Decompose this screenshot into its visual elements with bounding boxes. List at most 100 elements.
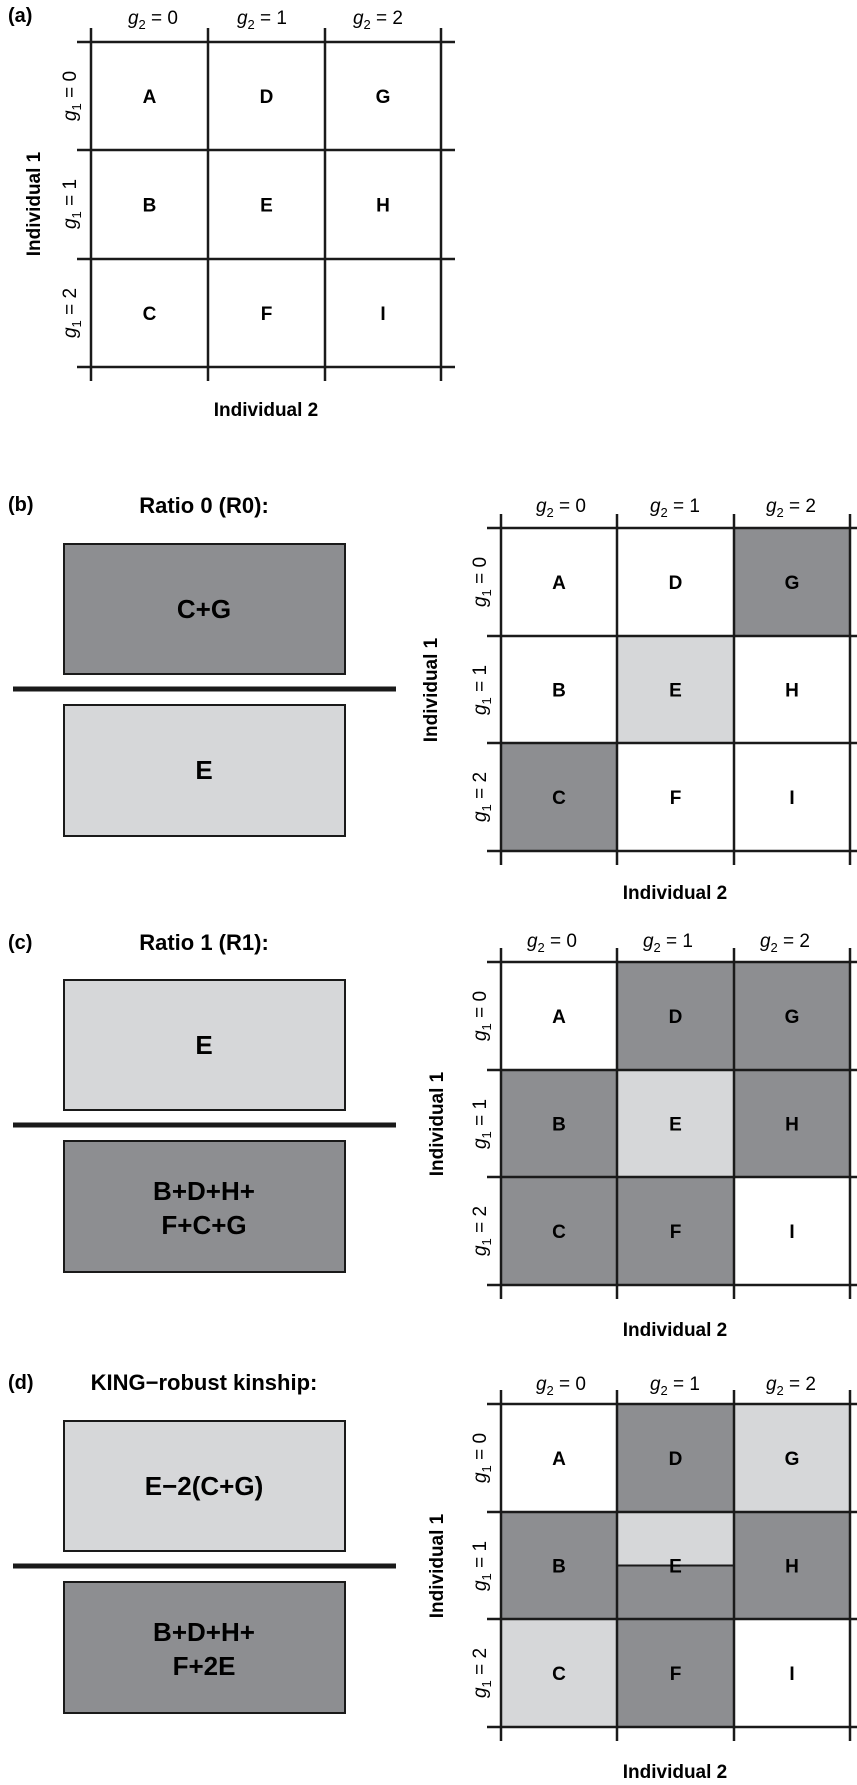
panel-d-denominator-line1: B+D+H+ xyxy=(153,1617,255,1647)
a-cell-letter-0-2: G xyxy=(376,87,391,108)
panel-d-col-axis-label: Individual 2 xyxy=(623,1762,728,1783)
c-cell-1-1 xyxy=(617,1070,734,1177)
panel-d-col-header-1: g2 = 1 xyxy=(650,1374,700,1398)
panel-b-row-axis-label: Individual 1 xyxy=(421,637,442,742)
panel-d-numerator-box xyxy=(63,1420,346,1552)
panel-a-row-header-1: g1 = 1 xyxy=(60,179,84,229)
b-cell-letter-0-2: G xyxy=(785,573,800,594)
a-cell-letter-0-0: A xyxy=(143,87,157,108)
d-cell-letter-1-1: E xyxy=(669,1557,682,1578)
panel-a-col-header-0: g2 = 0 xyxy=(128,8,178,32)
d-cell-0-1 xyxy=(617,1404,734,1512)
c-cell-letter-0-0: A xyxy=(552,1007,566,1028)
a-cell-0-2 xyxy=(325,42,441,150)
a-cell-1-2 xyxy=(325,150,441,259)
panel-b-numerator: C+G xyxy=(177,594,231,624)
panel-a-col-header-1: g2 = 1 xyxy=(237,8,287,32)
panel-a-row-axis-label: Individual 1 xyxy=(24,151,45,256)
a-cell-letter-1-1: E xyxy=(260,196,273,217)
panel-d-numerator: E−2(C+G) xyxy=(145,1471,264,1501)
panel-c-col-header-2: g2 = 2 xyxy=(760,931,810,955)
panel-c-denominator-line1: B+D+H+ xyxy=(153,1176,255,1206)
b-cell-0-0 xyxy=(501,528,617,636)
d-cell-2-1 xyxy=(617,1619,734,1727)
a-cell-letter-2-1: F xyxy=(261,304,273,325)
panel-d: (d) KING−robust kinship: E−2(C+G) B+D+H+… xyxy=(8,1370,857,1783)
panel-d-denominator-line2: F+2E xyxy=(173,1651,236,1681)
b-cell-letter-0-1: D xyxy=(669,573,683,594)
panel-b: (b) Ratio 0 (R0): C+G E A D G B E H C F I g2 = 0… xyxy=(8,493,857,904)
d-cell-1-1-bottom xyxy=(617,1565,734,1619)
c-cell-letter-0-2: G xyxy=(785,1007,800,1028)
b-cell-2-2 xyxy=(734,743,850,851)
panel-a-col-header-2: g2 = 2 xyxy=(353,8,403,32)
panel-a-grid: A D G B E H C F I xyxy=(77,28,455,381)
panel-d-label: (d) xyxy=(8,1372,34,1394)
d-cell-letter-2-2: I xyxy=(789,1664,794,1685)
panel-d-col-header-2: g2 = 2 xyxy=(766,1374,816,1398)
panel-c-row-axis-label: Individual 1 xyxy=(427,1071,448,1176)
panel-d-col-header-0: g2 = 0 xyxy=(536,1374,586,1398)
b-cell-letter-1-1: E xyxy=(669,681,682,702)
panel-b-row-header-1: g1 = 1 xyxy=(470,665,494,715)
a-cell-2-0 xyxy=(91,259,208,367)
d-cell-letter-0-1: D xyxy=(669,1449,683,1470)
panel-c-row-header-0: g1 = 0 xyxy=(470,991,494,1041)
panel-b-row-header-0: g1 = 0 xyxy=(470,557,494,607)
d-cell-letter-2-0: C xyxy=(552,1664,566,1685)
panel-b-col-header-2: g2 = 2 xyxy=(766,496,816,520)
c-cell-letter-1-1: E xyxy=(669,1115,682,1136)
panel-c-numerator-box xyxy=(63,979,346,1111)
a-cell-2-2 xyxy=(325,259,441,367)
a-cell-letter-2-0: C xyxy=(143,304,157,325)
d-cell-letter-0-0: A xyxy=(552,1449,566,1470)
panel-d-row-header-2: g1 = 2 xyxy=(470,1648,494,1698)
panel-b-denominator: E xyxy=(195,755,212,785)
panel-a: (a) A D G B E H C F I g2 = 0 g2 = 1 g2 = 2 g1 = … xyxy=(8,5,455,421)
c-cell-0-1 xyxy=(617,962,734,1070)
b-cell-letter-2-2: I xyxy=(789,788,794,809)
c-cell-letter-0-1: D xyxy=(669,1007,683,1028)
panel-a-row-header-2: g1 = 2 xyxy=(60,288,84,338)
c-cell-2-0 xyxy=(501,1177,617,1285)
panel-b-denominator-box xyxy=(63,704,346,837)
a-cell-0-0 xyxy=(91,42,208,150)
a-cell-1-1 xyxy=(208,150,325,259)
b-cell-0-1 xyxy=(617,528,734,636)
b-cell-2-1 xyxy=(617,743,734,851)
panel-b-col-axis-label: Individual 2 xyxy=(623,883,728,904)
b-cell-1-1 xyxy=(617,636,734,743)
c-cell-2-1 xyxy=(617,1177,734,1285)
d-cell-1-2 xyxy=(734,1512,850,1619)
panel-c-row-header-2: g1 = 2 xyxy=(470,1206,494,1256)
panel-c-denominator-line2: F+C+G xyxy=(161,1210,246,1240)
d-cell-letter-0-2: G xyxy=(785,1449,800,1470)
b-cell-letter-1-2: H xyxy=(785,681,799,702)
a-cell-1-0 xyxy=(91,150,208,259)
panel-d-title: KING−robust kinship: xyxy=(91,1370,318,1395)
panel-b-title: Ratio 0 (R0): xyxy=(139,493,269,518)
d-cell-0-0 xyxy=(501,1404,617,1512)
b-cell-letter-2-1: F xyxy=(670,788,682,809)
a-cell-letter-2-2: I xyxy=(380,304,385,325)
panel-c-row-header-1: g1 = 1 xyxy=(470,1099,494,1149)
c-cell-letter-2-0: C xyxy=(552,1222,566,1243)
panel-d-row-axis-label: Individual 1 xyxy=(427,1513,448,1618)
panel-b-numerator-box xyxy=(63,543,346,675)
panel-a-col-axis-label: Individual 2 xyxy=(214,400,319,421)
b-cell-0-2 xyxy=(734,528,850,636)
panel-c-title: Ratio 1 (R1): xyxy=(139,930,269,955)
panel-d-row-header-0: g1 = 0 xyxy=(470,1433,494,1483)
d-cell-letter-1-0: B xyxy=(552,1557,566,1578)
c-cell-letter-1-2: H xyxy=(785,1115,799,1136)
a-cell-2-1 xyxy=(208,259,325,367)
panel-c-col-header-0: g2 = 0 xyxy=(527,931,577,955)
c-cell-letter-2-2: I xyxy=(789,1222,794,1243)
c-cell-letter-1-0: B xyxy=(552,1115,566,1136)
b-cell-1-2 xyxy=(734,636,850,743)
panel-a-label: (a) xyxy=(8,5,32,27)
panel-b-col-header-0: g2 = 0 xyxy=(536,496,586,520)
b-cell-letter-1-0: B xyxy=(552,681,566,702)
panel-c-grid: A D G B E H C F I xyxy=(487,948,857,1299)
